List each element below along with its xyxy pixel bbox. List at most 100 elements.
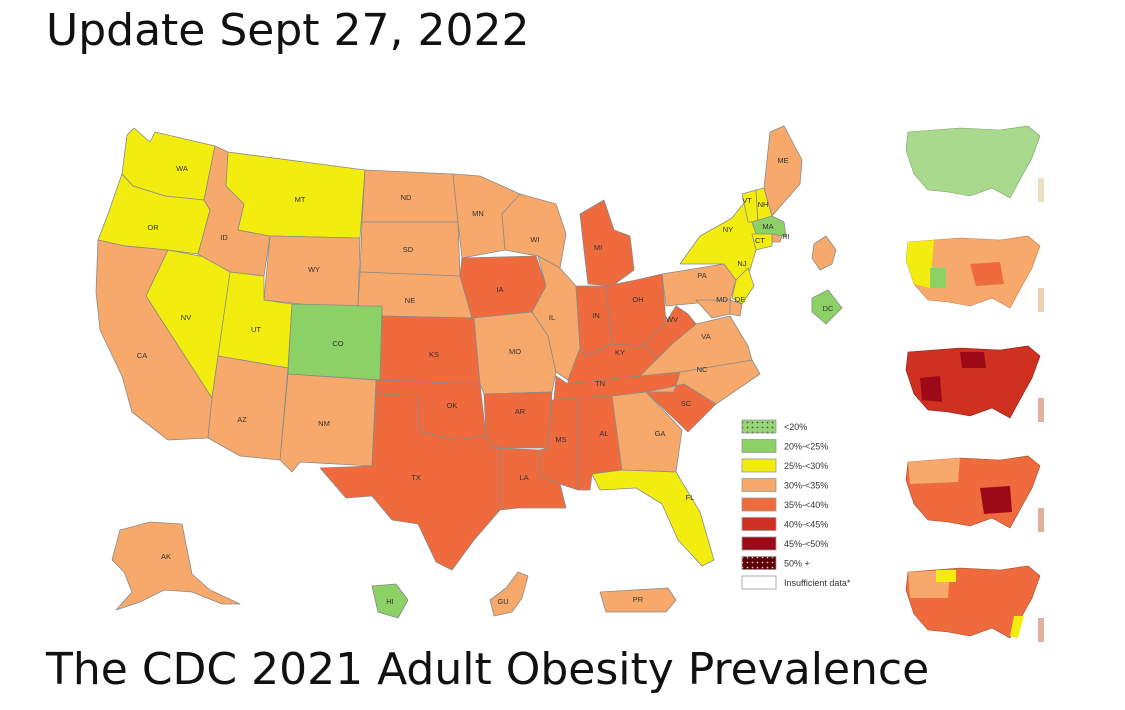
state-label-pr: PR (633, 595, 644, 604)
state-label-ct: CT (755, 236, 765, 245)
state-label-ri: RI (782, 232, 790, 241)
legend-label: <20% (784, 422, 807, 432)
state-md (695, 299, 731, 319)
state-label-ne: NE (405, 296, 415, 305)
state-label-ma: MA (762, 222, 773, 231)
state-label-ms: MS (555, 435, 566, 444)
legend-label: 35%-<40% (784, 500, 828, 510)
state-label-wa: WA (176, 164, 188, 173)
state-label-nc: NC (697, 365, 708, 374)
state-wi (501, 193, 567, 269)
header-title: Update Sept 27, 2022 (46, 5, 530, 56)
legend-swatch (741, 556, 777, 570)
state-pr (599, 587, 677, 613)
state-ri-inset (811, 235, 837, 271)
legend-label: 40%-<45% (784, 520, 828, 530)
legend-swatch (741, 517, 777, 531)
state-label-mt: MT (295, 195, 306, 204)
state-label-ia: IA (496, 285, 503, 294)
state-label-in: IN (592, 311, 600, 320)
state-mi (579, 199, 635, 287)
state-me (763, 125, 803, 217)
state-label-ak: AK (161, 552, 171, 561)
state-label-ut: UT (251, 325, 261, 334)
legend-swatch (741, 575, 777, 590)
legend-label: 20%-<25% (784, 442, 828, 452)
legend-swatch (741, 419, 777, 434)
state-label-mi: MI (594, 243, 602, 252)
us-obesity-map: WA OR CA NV ID MT WY UT CO AZ NM ND SD NE KS OK TX MN IA MO… (95, 125, 851, 619)
legend-label: 25%-<30% (784, 461, 828, 471)
legend-swatch (741, 439, 777, 453)
state-label-md: MD (716, 295, 728, 304)
state-ma (751, 215, 787, 237)
state-label-nm: NM (318, 419, 330, 428)
state-dc (811, 289, 843, 325)
thumbnail-maps (900, 118, 1060, 668)
state-hi (371, 583, 409, 619)
thumbnail-map-2 (905, 235, 1044, 312)
state-pa (661, 263, 737, 307)
state-label-fl: FL (686, 493, 695, 502)
state-label-me: ME (777, 156, 788, 165)
state-ca (95, 239, 213, 441)
state-ak (111, 521, 241, 611)
state-ct (751, 233, 773, 251)
state-label-nv: NV (181, 313, 191, 322)
state-label-sd: SD (403, 245, 414, 254)
state-label-oh: OH (632, 295, 643, 304)
state-label-ar: AR (515, 407, 526, 416)
state-label-ga: GA (655, 429, 666, 438)
state-label-wv: WV (666, 315, 678, 324)
state-label-tn: TN (595, 379, 605, 388)
state-label-ks: KS (429, 350, 439, 359)
legend-swatch (741, 478, 777, 492)
state-tx (319, 393, 501, 571)
state-label-mo: MO (509, 347, 521, 356)
state-ga (611, 391, 683, 473)
legend-label: Insufficient data* (784, 578, 851, 588)
state-label-ky: KY (615, 348, 625, 357)
state-label-de: DE (735, 295, 745, 304)
state-label-va: VA (701, 332, 710, 341)
state-label-id: ID (220, 233, 228, 242)
state-label-wi: WI (530, 235, 539, 244)
state-fl (591, 469, 715, 567)
state-il (531, 255, 581, 381)
state-label-nh: NH (758, 200, 769, 209)
state-label-hi: HI (386, 597, 394, 606)
legend-swatch (741, 458, 777, 473)
state-ar (483, 391, 553, 449)
legend-swatch (741, 497, 777, 512)
state-label-mn: MN (472, 209, 484, 218)
state-label-dc: DC (823, 304, 834, 313)
state-label-ok: OK (447, 401, 458, 410)
thumbnail-map-5 (905, 565, 1044, 642)
legend-label: 45%-<50% (784, 539, 828, 549)
state-label-al: AL (599, 429, 608, 438)
state-label-or: OR (147, 223, 159, 232)
state-label-tx: TX (411, 473, 421, 482)
state-az (207, 355, 289, 461)
state-label-pa: PA (697, 271, 706, 280)
thumbnail-map-1 (905, 125, 1044, 202)
legend-label: 30%-<35% (784, 481, 828, 491)
legend: <20% 20%-<25% 25%-<30% 30%-<35% 35%-<40% 40%-… (741, 419, 851, 590)
state-label-wy: WY (308, 265, 320, 274)
state-nj (731, 267, 755, 305)
state-label-co: CO (332, 339, 343, 348)
state-gu (489, 571, 529, 617)
state-label-il: IL (549, 313, 555, 322)
thumbnail-map-4 (905, 455, 1044, 532)
state-wv (643, 305, 697, 359)
state-label-sc: SC (681, 399, 692, 408)
legend-swatch (741, 536, 777, 551)
state-label-gu: GU (497, 597, 508, 606)
legend-label: 50% + (784, 559, 810, 569)
state-in (575, 285, 613, 357)
footer-title: The CDC 2021 Adult Obesity Prevalence (46, 644, 930, 695)
state-label-nj: NJ (737, 259, 746, 268)
state-label-la: LA (519, 473, 528, 482)
thumbnail-map-3 (905, 345, 1044, 422)
state-label-az: AZ (237, 415, 247, 424)
